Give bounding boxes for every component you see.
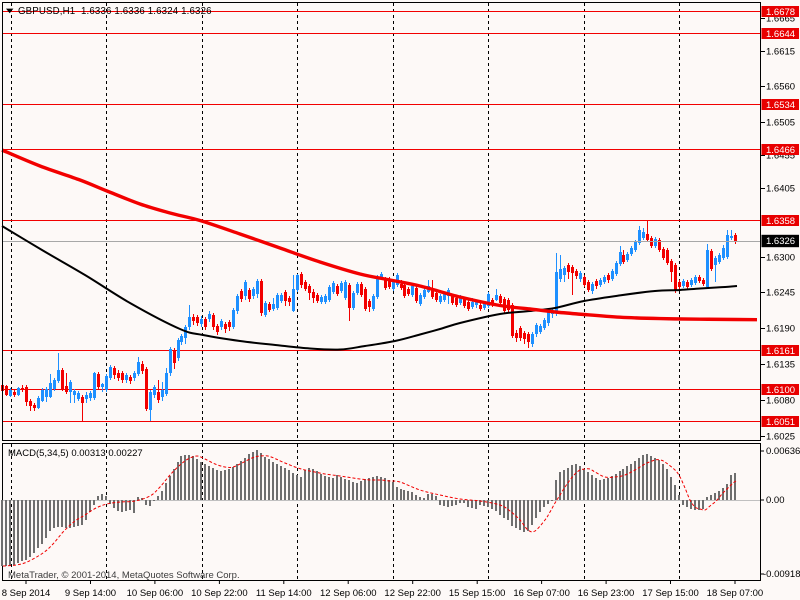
svg-text:12 Sep 06:00: 12 Sep 06:00 (320, 588, 377, 599)
svg-text:1.6358: 1.6358 (766, 216, 795, 227)
svg-text:12 Sep 22:00: 12 Sep 22:00 (384, 588, 441, 599)
svg-text:1.6161: 1.6161 (766, 346, 795, 357)
svg-text:8 Sep 2014: 8 Sep 2014 (2, 588, 51, 599)
svg-text:1.6025: 1.6025 (766, 432, 795, 443)
svg-text:1.6245: 1.6245 (766, 288, 795, 299)
svg-text:1.6560: 1.6560 (766, 82, 795, 93)
svg-text:1.6466: 1.6466 (766, 145, 795, 156)
svg-text:1.6326: 1.6326 (766, 236, 795, 247)
svg-text:0.00636: 0.00636 (766, 446, 800, 457)
svg-text:18 Sep 07:00: 18 Sep 07:00 (707, 588, 764, 599)
svg-text:10 Sep 06:00: 10 Sep 06:00 (127, 588, 184, 599)
svg-text:16 Sep 23:00: 16 Sep 23:00 (578, 588, 635, 599)
svg-text:1.6051: 1.6051 (766, 417, 795, 428)
svg-text:1.6300: 1.6300 (766, 253, 795, 264)
svg-text:15 Sep 15:00: 15 Sep 15:00 (449, 588, 506, 599)
svg-text:-0.00918: -0.00918 (763, 569, 800, 580)
svg-text:1.6100: 1.6100 (766, 385, 795, 396)
svg-text:MetaTrader, © 2001-2014, MetaQ: MetaTrader, © 2001-2014, MetaQuotes Soft… (8, 570, 240, 581)
svg-text:1.6190: 1.6190 (766, 324, 795, 335)
svg-text:0.00: 0.00 (766, 495, 785, 506)
svg-text:1.6644: 1.6644 (766, 29, 795, 40)
svg-text:1.6135: 1.6135 (766, 360, 795, 371)
svg-text:1.6678: 1.6678 (766, 7, 795, 18)
svg-text:GBPUSD,H1 1.6336 1.6336 1.632: GBPUSD,H1 1.6336 1.6336 1.6324 1.6326 (18, 6, 212, 17)
svg-text:11 Sep 14:00: 11 Sep 14:00 (256, 588, 312, 599)
svg-text:MACD(5,34,5) 0.00313 0.00227: MACD(5,34,5) 0.00313 0.00227 (8, 448, 143, 459)
svg-text:10 Sep 22:00: 10 Sep 22:00 (191, 588, 248, 599)
svg-text:1.6615: 1.6615 (766, 47, 795, 58)
svg-text:1.6505: 1.6505 (766, 118, 795, 129)
svg-text:1.6455: 1.6455 (766, 151, 795, 162)
svg-text:1.6080: 1.6080 (766, 396, 795, 407)
svg-text:9 Sep 14:00: 9 Sep 14:00 (65, 588, 116, 599)
svg-text:1.6534: 1.6534 (766, 100, 795, 111)
svg-text:16 Sep 07:00: 16 Sep 07:00 (513, 588, 570, 599)
svg-text:1.6665: 1.6665 (766, 14, 795, 25)
svg-text:17 Sep 15:00: 17 Sep 15:00 (642, 588, 699, 599)
svg-text:1.6405: 1.6405 (766, 184, 795, 195)
